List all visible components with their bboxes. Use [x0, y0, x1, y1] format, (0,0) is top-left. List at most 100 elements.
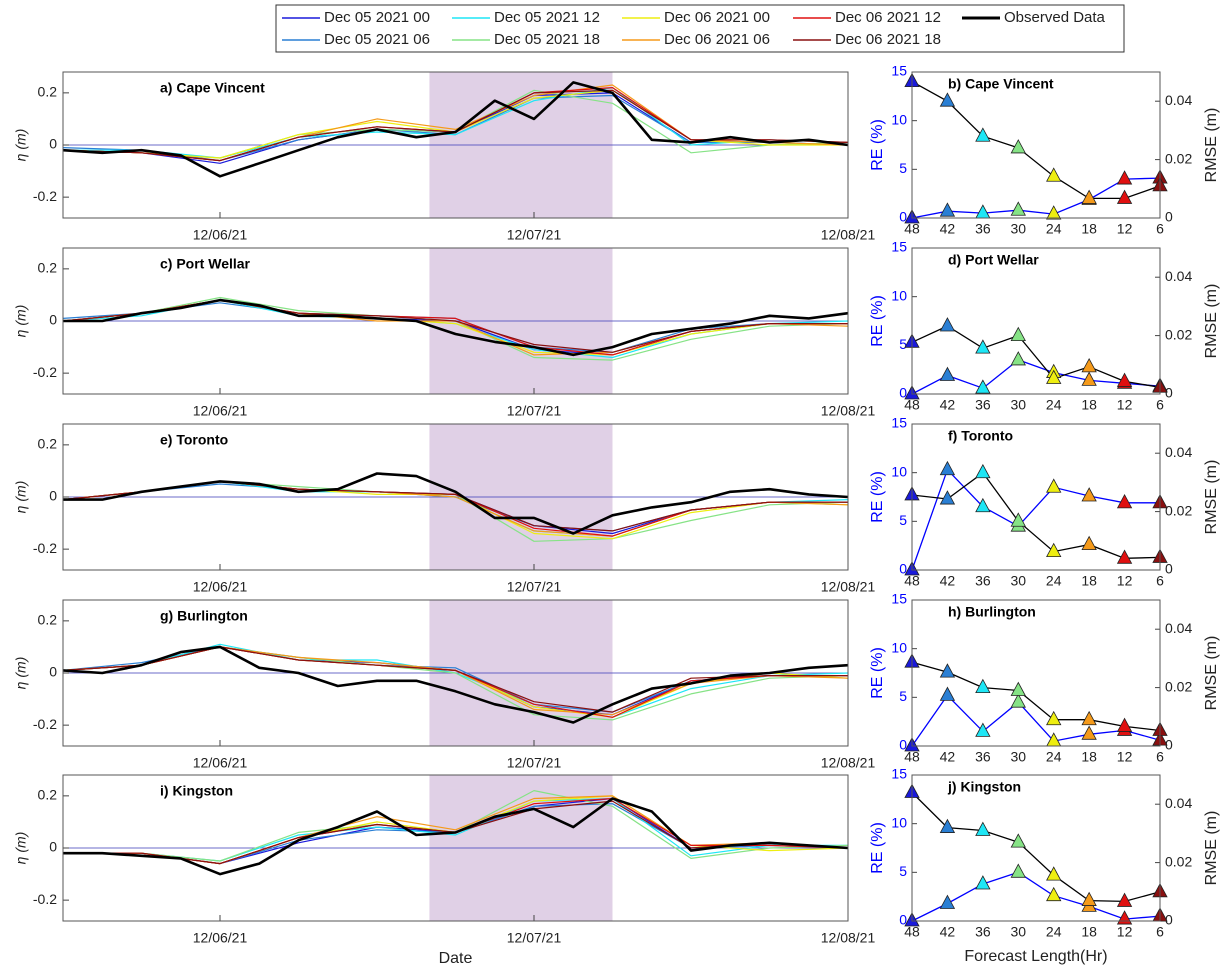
- y2-tick-label: 0: [1165, 561, 1173, 577]
- x-tick-label: 36: [975, 924, 991, 940]
- panel-title: b) Cape Vincent: [948, 76, 1054, 92]
- y-tick-label: 0: [49, 312, 57, 328]
- triangle-marker: [1081, 891, 1097, 906]
- y-axis-label: η (m): [13, 129, 29, 162]
- x-tick-label: 6: [1156, 221, 1164, 237]
- triangle-marker: [1116, 170, 1133, 185]
- panel-title: j) Kingston: [947, 779, 1021, 795]
- y-tick-label: 0.2: [38, 787, 58, 803]
- x-tick-label: 36: [975, 573, 991, 589]
- forecast-line: [63, 87, 849, 159]
- triangle-marker: [939, 460, 956, 476]
- panel-title: f) Toronto: [948, 428, 1013, 444]
- x-tick-label: 18: [1081, 749, 1097, 765]
- x-tick-label: 24: [1046, 924, 1062, 940]
- plot-frame: [62, 247, 849, 395]
- x-tick-label: 12/08/21: [821, 579, 876, 595]
- y-tick-label: 0.2: [38, 260, 58, 276]
- x-tick-label: 12/08/21: [821, 755, 876, 771]
- legend-label: Observed Data: [1004, 9, 1106, 26]
- observed-line: [62, 81, 849, 178]
- y-tick-label: 0: [49, 664, 57, 680]
- triangle-marker: [939, 818, 956, 833]
- legend-label: Dec 05 2021 18: [494, 31, 600, 48]
- x-axis-label: Date: [439, 950, 473, 967]
- triangle-marker: [975, 339, 991, 354]
- triangle-marker: [1046, 710, 1062, 726]
- y-axis-label: η (m): [13, 305, 29, 338]
- triangle-marker: [1046, 205, 1062, 220]
- triangle-marker: [939, 92, 956, 107]
- triangle-marker: [1010, 201, 1026, 216]
- triangle-marker: [1116, 892, 1133, 907]
- y-axis-label: η (m): [13, 481, 29, 514]
- y-tick-label: 10: [891, 814, 907, 830]
- plot-frame: [911, 423, 1161, 571]
- triangle-marker: [1010, 693, 1026, 708]
- x-tick-label: 12/07/21: [507, 930, 562, 946]
- metric-line: [911, 468, 1160, 571]
- y2-tick-label: 0.04: [1165, 444, 1192, 460]
- x-tick-label: 12/07/21: [507, 227, 562, 243]
- panel-title: d) Port Wellar: [948, 252, 1039, 268]
- x-tick-label: 6: [1156, 924, 1164, 940]
- x-tick-label: 12: [1117, 573, 1133, 589]
- y2-axis-label: RMSE (m): [1203, 460, 1220, 535]
- x-tick-label: 36: [975, 397, 991, 413]
- y-tick-label: 15: [891, 239, 907, 255]
- y2-tick-label: 0.04: [1165, 268, 1192, 284]
- triangle-marker: [939, 317, 956, 332]
- x-tick-label: 24: [1046, 221, 1062, 237]
- triangle-marker: [1116, 717, 1133, 732]
- x-tick-label: 42: [940, 749, 956, 765]
- triangle-marker: [939, 366, 956, 381]
- plot-frame: [62, 774, 849, 922]
- x-tick-label: 6: [1156, 749, 1164, 765]
- plot-frame: [62, 423, 849, 571]
- triangle-marker: [1010, 863, 1026, 878]
- y-tick-label: 5: [899, 863, 907, 879]
- y-tick-label: 0: [49, 839, 57, 855]
- y2-tick-label: 0: [1165, 912, 1173, 928]
- y2-tick-label: 0: [1165, 737, 1173, 753]
- triangle-marker: [939, 663, 956, 678]
- x-tick-label: 18: [1081, 924, 1097, 940]
- triangle-marker: [1046, 478, 1062, 493]
- x-tick-label: 12/08/21: [821, 930, 876, 946]
- y2-tick-label: 0: [1165, 385, 1173, 401]
- y-tick-label: -0.2: [33, 716, 57, 732]
- y-tick-label: 15: [891, 591, 907, 607]
- y-tick-label: 0: [49, 136, 57, 152]
- triangle-marker: [1081, 725, 1097, 740]
- y-axis-label: RE (%): [869, 119, 886, 171]
- x-tick-label: 30: [1010, 221, 1026, 237]
- triangle-marker: [1010, 351, 1026, 366]
- x-tick-label: 42: [940, 573, 956, 589]
- y-tick-label: 10: [891, 287, 907, 303]
- x-tick-label: 30: [1010, 397, 1026, 413]
- triangle-marker: [939, 894, 956, 909]
- y-axis-label: RE (%): [869, 822, 886, 874]
- x-tick-label: 42: [940, 924, 956, 940]
- x-tick-label: 12: [1117, 221, 1133, 237]
- triangle-marker: [939, 490, 956, 505]
- x-tick-label: 18: [1081, 573, 1097, 589]
- y-tick-label: 15: [891, 63, 907, 79]
- y2-tick-label: 0.02: [1165, 502, 1192, 518]
- observed-line: [63, 472, 849, 535]
- triangle-marker: [1046, 167, 1062, 182]
- triangle-marker: [1046, 369, 1062, 384]
- y-tick-label: 0: [899, 737, 907, 753]
- x-tick-label: 48: [904, 573, 920, 589]
- y-tick-label: 0: [899, 209, 907, 225]
- triangle-marker: [939, 202, 956, 217]
- y-tick-label: 10: [891, 463, 907, 479]
- triangle-marker: [1116, 189, 1133, 204]
- x-tick-label: 12/06/21: [193, 579, 248, 595]
- y-tick-label: 10: [891, 639, 907, 655]
- panel-title: g) Burlington: [160, 608, 248, 624]
- observed-line: [62, 645, 849, 724]
- y2-tick-label: 0.02: [1165, 326, 1192, 342]
- x-tick-label: 30: [1010, 573, 1026, 589]
